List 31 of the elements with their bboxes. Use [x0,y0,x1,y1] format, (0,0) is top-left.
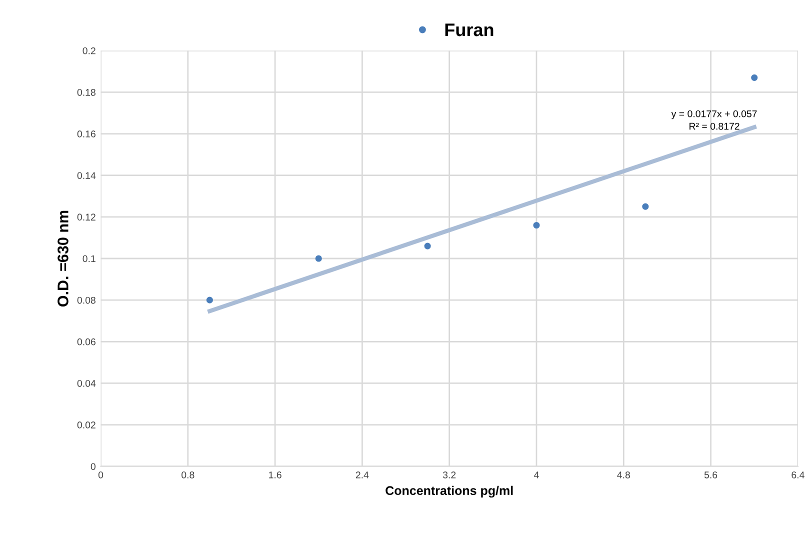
point [424,242,431,250]
x-axis-title: Concentrations pg/ml [386,486,513,498]
y-tick-label: 0.18 [77,88,96,96]
y-axis-title: O.D. =630 nm [58,210,68,306]
x-tick-label: 0.8 [182,471,194,478]
y-tick-label: 0.08 [77,296,96,304]
x-tick-label: 3.2 [442,471,456,478]
y-tick-label: 0.14 [77,172,96,179]
y-tick-label: 0.06 [77,338,96,346]
x-tick-label: 2.4 [356,471,369,478]
annotation: R² = 0.8172 [690,122,740,130]
x-tick-label: 4 [534,472,539,478]
point [206,296,213,304]
x-tick-label: 4.8 [617,471,630,478]
x-tick-label: 0 [98,471,104,478]
y-tick-label: 0.2 [82,47,96,54]
point [751,74,758,81]
x-tick-label: 6.4 [792,471,804,478]
point [315,255,322,262]
x-tick-label: 1.6 [269,471,282,478]
point [642,203,649,210]
y-tick-label: 0.12 [77,214,96,221]
y-tick-label: 0.02 [77,422,96,428]
y-tick-label: 0 [90,463,96,470]
legend-label: Furan [445,24,494,36]
y-tick-label: 0.1 [82,255,96,262]
x-tick-label: 5.6 [704,471,718,478]
y-tick-label: 0.16 [77,130,96,138]
y-tick-label: 0.04 [77,380,96,387]
annotation: y = 0.0177x + 0.057 [671,110,757,120]
point [533,222,540,229]
